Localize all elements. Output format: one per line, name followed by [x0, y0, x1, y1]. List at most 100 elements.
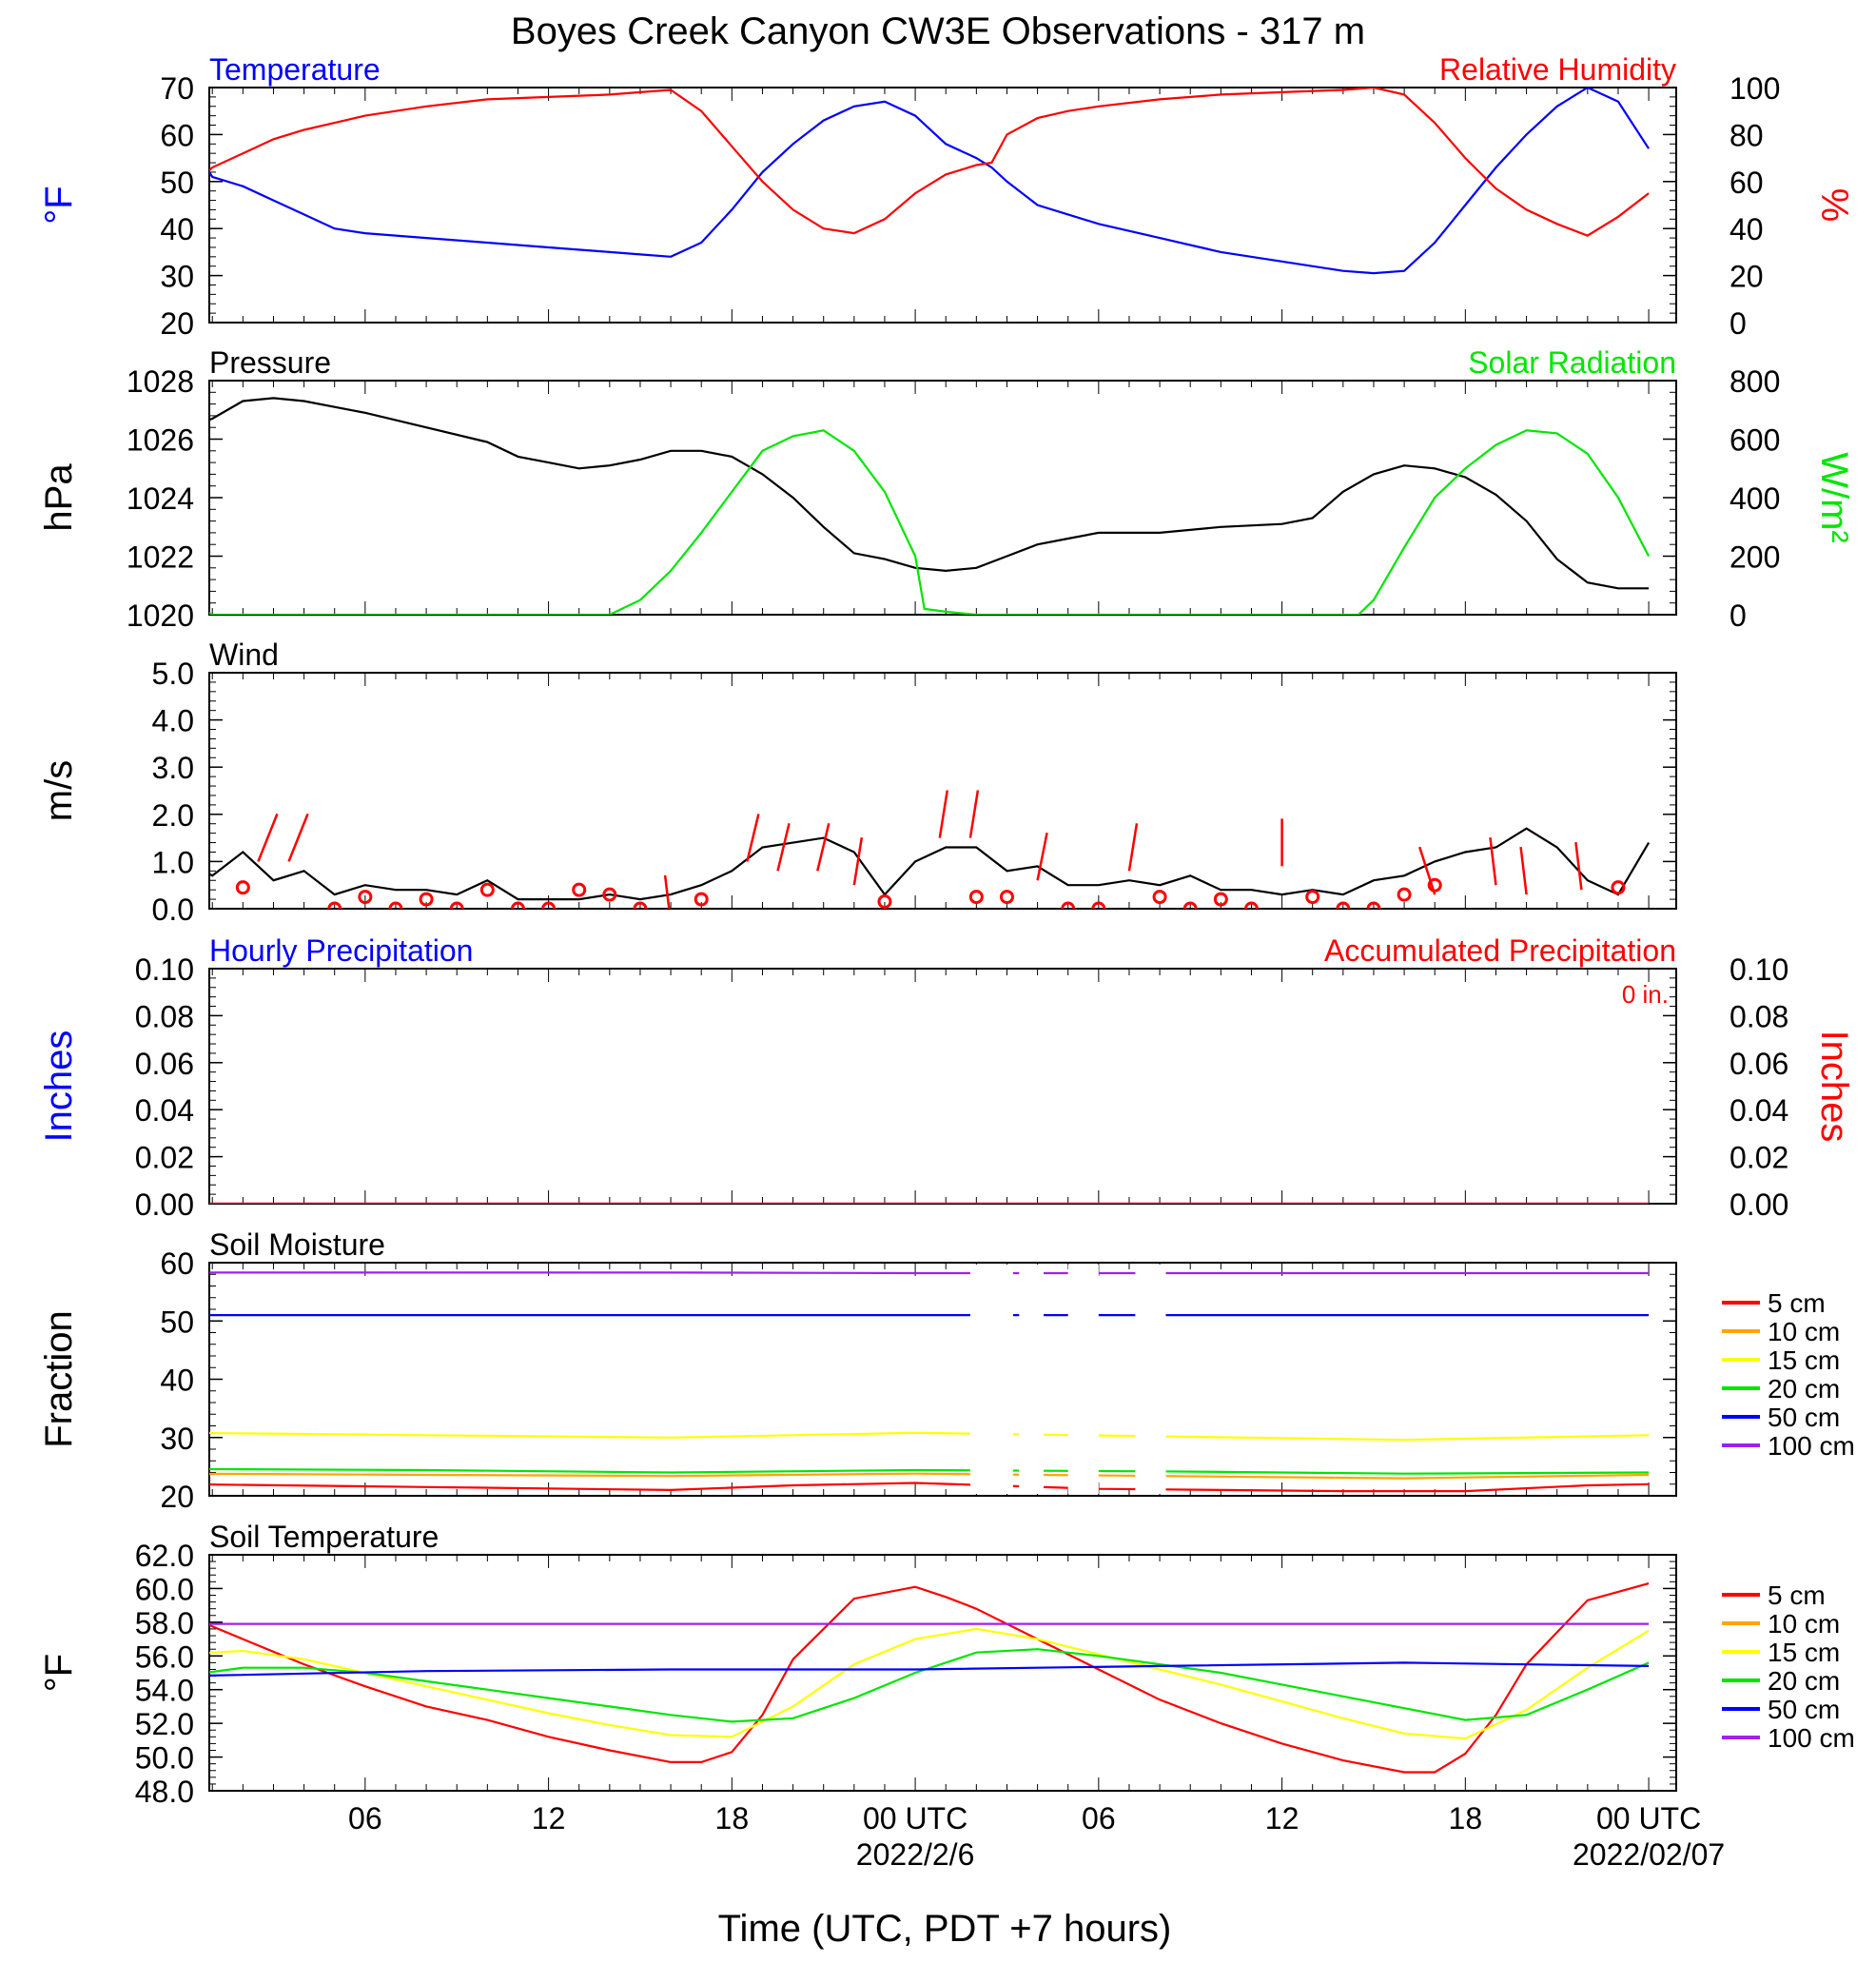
series-line-0: [182, 88, 1649, 273]
legend-label: 10 cm: [1768, 1609, 1840, 1639]
x-tick-label: 06: [348, 1801, 382, 1835]
plot-frame: [209, 1555, 1676, 1791]
left-tick-label: 40: [160, 1364, 194, 1398]
left-unit-label: hPa: [38, 463, 80, 532]
legend-label: 20 cm: [1768, 1666, 1840, 1696]
series-line-100cm: [182, 1272, 1649, 1273]
left-tick-label: 70: [160, 71, 194, 106]
right-tick-label: 0.00: [1729, 1188, 1788, 1222]
x-tick-label: 00 UTC: [1596, 1801, 1701, 1835]
series-line-15cm: [182, 1629, 1649, 1738]
wind-calm-marker: [1307, 892, 1319, 903]
left-tick-label: 0.08: [135, 999, 194, 1033]
legend-label: 20 cm: [1768, 1374, 1840, 1404]
left-tick-label: 62.0: [135, 1539, 194, 1573]
data-gap: [1135, 1265, 1165, 1494]
left-tick-label: 30: [160, 260, 194, 294]
left-tick-label: 2.0: [152, 798, 194, 833]
left-tick-label: 54.0: [135, 1674, 194, 1708]
left-tick-label: 52.0: [135, 1707, 194, 1741]
left-tick-label: 50: [160, 166, 194, 200]
plot-frame: [209, 969, 1676, 1204]
right-tick-label: 100: [1729, 71, 1780, 106]
x-date-label: 2022/2/6: [856, 1837, 975, 1872]
right-tick-label: 200: [1729, 540, 1780, 575]
plot-frame: [209, 381, 1676, 615]
wind-calm-marker: [970, 892, 982, 903]
panel-pressure_solar: 102010221024102610280200400600800Pressur…: [38, 345, 1855, 633]
left-tick-label: 50: [160, 1305, 194, 1339]
left-unit-label: °F: [38, 186, 80, 224]
legend-label: 5 cm: [1768, 1288, 1826, 1318]
legend-label: 100 cm: [1768, 1723, 1855, 1753]
series-line-20cm: [182, 1649, 1649, 1721]
plot-frame: [209, 88, 1676, 323]
left-tick-label: 60: [160, 118, 194, 152]
series-line-1: [182, 88, 1649, 236]
right-tick-label: 80: [1729, 118, 1764, 152]
left-tick-label: 1024: [127, 481, 194, 516]
wind-calm-marker: [1398, 889, 1410, 900]
series-group: [182, 398, 1649, 615]
left-tick-label: 1028: [127, 364, 194, 399]
left-unit-label: °F: [38, 1654, 80, 1692]
x-tick-label: 00 UTC: [863, 1801, 967, 1835]
right-tick-label: 0: [1729, 306, 1747, 341]
wind-barb: [1521, 847, 1527, 894]
x-tick-label: 06: [1082, 1801, 1116, 1835]
wind-barb: [665, 875, 671, 923]
series-group: [182, 88, 1649, 273]
panel-right-note: 0 in.: [1622, 980, 1669, 1009]
legend-label: 5 cm: [1768, 1580, 1826, 1610]
series-group: [182, 1265, 1649, 1494]
x-date-label: 2022/02/07: [1573, 1837, 1725, 1872]
left-tick-label: 56.0: [135, 1639, 194, 1674]
x-axis-label: Time (UTC, PDT +7 hours): [718, 1908, 1172, 1950]
panel-left-label: Soil Moisture: [209, 1227, 385, 1262]
x-tick-label: 18: [715, 1801, 750, 1835]
left-tick-label: 0.10: [135, 952, 194, 987]
wind-barb: [1575, 842, 1581, 890]
chart-title: Boyes Creek Canyon CW3E Observations - 3…: [511, 10, 1365, 52]
panel-left-label: Wind: [209, 638, 279, 672]
left-unit-label: Fraction: [38, 1310, 80, 1448]
left-tick-label: 1026: [127, 423, 194, 458]
panel-left-label: Temperature: [209, 52, 381, 87]
right-tick-label: 0: [1729, 599, 1747, 633]
wind-barb: [940, 791, 948, 838]
right-tick-label: 0.02: [1729, 1141, 1788, 1175]
panel-right-label: Relative Humidity: [1439, 52, 1676, 87]
right-tick-label: 600: [1729, 423, 1780, 458]
left-tick-label: 20: [160, 1480, 194, 1514]
x-tick-label: 12: [1265, 1801, 1300, 1835]
legend-label: 15 cm: [1768, 1345, 1840, 1375]
left-tick-label: 1020: [127, 599, 194, 633]
left-tick-label: 60: [160, 1247, 194, 1281]
wind-barb: [1038, 833, 1047, 880]
left-tick-label: 40: [160, 212, 194, 246]
panel-right-label: Solar Radiation: [1468, 345, 1676, 380]
series-line-1: [182, 430, 1649, 615]
right-tick-label: 40: [1729, 212, 1764, 246]
left-tick-label: 4.0: [152, 704, 194, 738]
left-tick-label: 58.0: [135, 1606, 194, 1640]
left-tick-label: 0.04: [135, 1093, 194, 1128]
wind-calm-marker: [481, 884, 493, 895]
left-unit-label: Inches: [38, 1031, 80, 1143]
wind-barb: [289, 814, 308, 861]
wind-barb: [1129, 823, 1137, 871]
legend-label: 50 cm: [1768, 1403, 1840, 1432]
left-tick-label: 5.0: [152, 657, 194, 691]
data-gap: [1068, 1265, 1099, 1494]
data-gap: [1019, 1265, 1044, 1494]
left-tick-label: 0.00: [135, 1188, 194, 1222]
left-tick-label: 50.0: [135, 1741, 194, 1776]
right-tick-label: 800: [1729, 364, 1780, 399]
panel-right-label: Accumulated Precipitation: [1324, 933, 1676, 968]
wind-barb: [1490, 837, 1495, 885]
left-tick-label: 60.0: [135, 1572, 194, 1606]
plot-frame: [209, 673, 1676, 909]
